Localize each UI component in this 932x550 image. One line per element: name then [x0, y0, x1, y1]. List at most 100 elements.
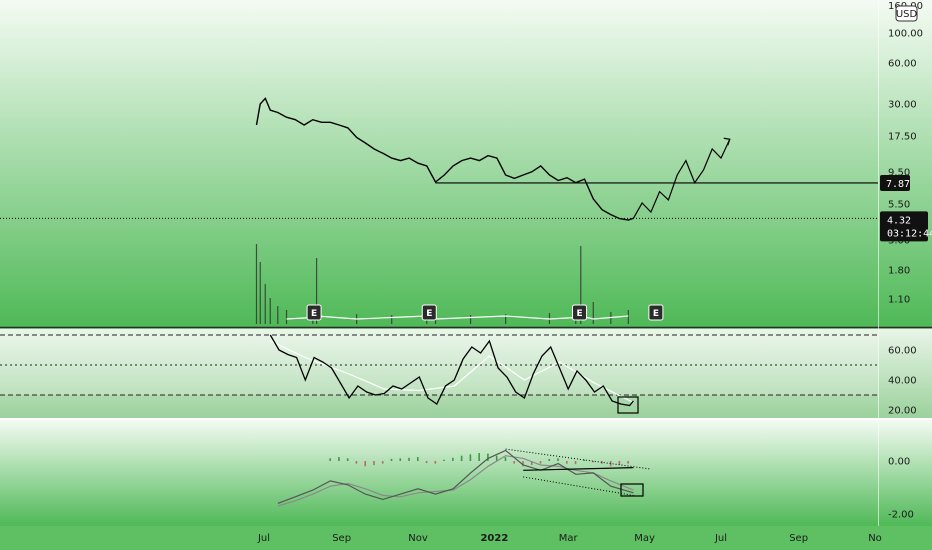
macd-histogram-bar [513, 461, 516, 464]
price-pane-background [0, 0, 932, 327]
price-axis[interactable]: 160.00100.0060.0030.0017.509.505.503.001… [878, 0, 924, 526]
projection-line[interactable] [632, 139, 731, 219]
macd-histogram-bar [399, 458, 402, 461]
price-axis-tick: 9.50 [888, 167, 910, 178]
time-axis-tick: Jul [257, 533, 270, 544]
macd-histogram-bar [390, 458, 393, 461]
macd-histogram-bar [417, 457, 419, 461]
macd-histogram-bar [381, 461, 384, 464]
macd-histogram-bar [434, 461, 437, 464]
rsi-line[interactable] [269, 334, 634, 407]
last-price-label [880, 211, 928, 242]
earnings-marker[interactable]: E [306, 304, 322, 321]
macd-axis-tick: 0.00 [888, 457, 910, 468]
macd-axis-tick: -2.00 [888, 510, 914, 521]
macd-histogram-bar [574, 461, 577, 465]
macd-channel-upper [505, 448, 650, 470]
rsi-axis-tick: 60.00 [888, 346, 917, 357]
macd-histogram-bar [583, 459, 586, 461]
macd-histogram-bar [373, 461, 375, 465]
macd-histogram-bar [601, 461, 603, 464]
time-axis-tick: Sep [789, 533, 808, 544]
earnings-marker-label: E [576, 309, 582, 319]
currency-badge[interactable]: USD [895, 5, 918, 22]
rsi-pane-background [0, 329, 932, 418]
volume-bar [469, 315, 472, 324]
macd-histogram-bar [338, 457, 340, 461]
volume-bar [627, 310, 629, 324]
earnings-marker-box [648, 304, 664, 321]
price-line[interactable] [255, 97, 634, 221]
rsi-axis-tick: 20.00 [888, 406, 917, 417]
rsi-pane[interactable] [0, 334, 878, 414]
macd-pane[interactable] [277, 448, 650, 507]
time-axis[interactable]: Jul Sep Nov 2022 Mar May Jul Sep No [257, 533, 882, 544]
projection-arrowhead [723, 137, 731, 146]
macd-histogram-bar [355, 461, 358, 464]
earnings-marker-label: E [426, 309, 432, 319]
bar-countdown: 03:12:44 [887, 228, 932, 239]
volume-bar [269, 298, 271, 324]
time-axis-tick: May [634, 533, 655, 544]
earnings-marker-label: E [653, 309, 659, 319]
macd-histogram-bar [495, 455, 498, 461]
price-axis-tick: 17.50 [888, 131, 917, 142]
earnings-marker-label: E [311, 309, 317, 319]
macd-histogram-bar [443, 459, 445, 461]
time-axis-tick: 2022 [480, 533, 508, 544]
time-axis-tick: Jul [714, 533, 727, 544]
rsi-highlight-box [617, 396, 639, 414]
volume-bar [264, 284, 266, 324]
volume-bar [255, 244, 258, 324]
macd-histogram-bar [487, 453, 489, 461]
volume-average-line [286, 315, 629, 320]
macd-histogram-bar [469, 454, 472, 461]
macd-histogram-bar [530, 461, 533, 465]
time-axis-background [0, 526, 932, 550]
earnings-marker[interactable]: E [648, 304, 664, 321]
macd-histogram-bar [425, 461, 428, 464]
price-axis-tick: 5.50 [888, 200, 910, 211]
macd-histogram-bar [618, 461, 621, 465]
macd-channel-lower [523, 476, 634, 496]
macd-histogram-bar [522, 461, 524, 467]
price-axis-tick: 1.10 [888, 295, 910, 306]
price-axis-tick: 1.80 [888, 265, 910, 276]
rsi-axis-tick: 40.00 [888, 376, 917, 387]
currency-badge-box [895, 5, 918, 22]
macd-histogram-bar [609, 461, 612, 467]
volume-bar [277, 306, 279, 324]
time-axis-tick: Sep [332, 533, 351, 544]
macd-line[interactable] [277, 449, 634, 504]
macd-histogram-bar [557, 458, 559, 461]
earnings-marker-box [421, 304, 437, 321]
volume-bar [285, 310, 288, 324]
macd-histogram-bar [364, 461, 367, 467]
macd-histogram-bar [452, 457, 454, 461]
macd-histogram-bar [592, 461, 594, 463]
earnings-marker[interactable]: E [421, 304, 437, 321]
macd-histogram-bar [408, 457, 410, 461]
price-axis-tick: 30.00 [888, 100, 917, 111]
price-axis-tick: 60.00 [888, 59, 917, 70]
time-axis-tick: Mar [559, 533, 579, 544]
macd-channel-mid [523, 467, 634, 471]
axis-labels: 7.87 4.32 03:12:44 [880, 174, 932, 242]
currency-badge-label: USD [896, 9, 918, 20]
rsi-average-line[interactable] [270, 340, 634, 404]
earnings-marker-box [572, 304, 588, 321]
earnings-marker[interactable]: E [572, 304, 588, 321]
macd-histogram-bar [504, 457, 507, 461]
macd-histogram-bar [548, 458, 551, 461]
macd-histogram-bar [539, 461, 542, 464]
price-axis-tick: 100.00 [888, 29, 923, 40]
volume-bar [259, 262, 261, 324]
time-axis-tick: No [868, 533, 882, 544]
macd-histogram-bar [346, 458, 349, 461]
macd-highlight-box [620, 483, 644, 497]
resistance-price-label [880, 174, 910, 191]
volume-bar [315, 258, 318, 324]
macd-pane-background [0, 420, 932, 526]
